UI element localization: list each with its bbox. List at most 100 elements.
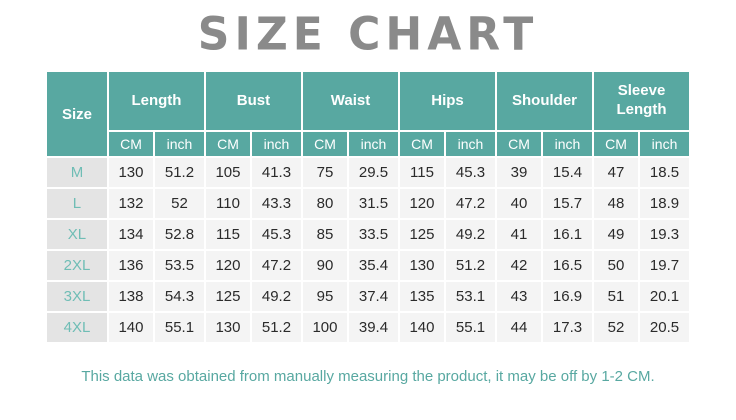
measurement-cell: 47.2 (249, 249, 303, 282)
measurement-cell: 52.8 (152, 218, 206, 251)
unit-header: CM (495, 130, 543, 158)
measurement-cell: 45.3 (443, 156, 498, 189)
measurement-cell: 120 (397, 187, 446, 220)
measurement-cell: 130 (203, 311, 252, 344)
measurement-cell: 18.9 (638, 187, 692, 220)
measurement-cell: 125 (203, 280, 252, 313)
group-header: Waist (300, 70, 400, 132)
measurement-cell: 132 (106, 187, 155, 220)
measurement-cell: 41.3 (249, 156, 303, 189)
measurement-cell: 120 (203, 249, 252, 282)
measurement-cell: 138 (106, 280, 155, 313)
table-row: XL 134 52.8 115 45.3 85 33.5 125 49.2 41 16.1 49 19.… (44, 218, 692, 251)
measurement-cell: 85 (300, 218, 349, 251)
measurement-cell: 44 (495, 311, 543, 344)
measurement-cell: 75 (300, 156, 349, 189)
measurement-cell: 49.2 (443, 218, 498, 251)
size-label: 4XL (44, 311, 109, 344)
page-title: SIZE CHART (197, 7, 539, 61)
group-header: Shoulder (494, 70, 595, 132)
table-row: M 130 51.2 105 41.3 75 29.5 115 45.3 39 15.4 47 18.5 (44, 156, 692, 189)
measurement-cell: 130 (106, 156, 155, 189)
measurement-cell: 15.4 (540, 156, 595, 189)
measurement-cell: 29.5 (346, 156, 400, 189)
measurement-cell: 20.5 (638, 311, 692, 344)
size-table-body: M 130 51.2 105 41.3 75 29.5 115 45.3 39 15.4 47 18.5… (44, 156, 692, 344)
size-column-header: Size (44, 70, 109, 158)
measurement-cell: 49.2 (249, 280, 303, 313)
measurement-disclaimer: This data was obtained from manually mea… (81, 368, 655, 385)
measurement-cell: 17.3 (540, 311, 595, 344)
measurement-cell: 52 (592, 311, 641, 344)
unit-header: inch (540, 130, 595, 158)
measurement-cell: 50 (592, 249, 641, 282)
measurement-cell: 140 (397, 311, 446, 344)
measurement-cell: 125 (397, 218, 446, 251)
measurement-cell: 16.9 (540, 280, 595, 313)
measurement-cell: 41 (495, 218, 543, 251)
size-label: XL (44, 218, 109, 251)
measurement-cell: 20.1 (638, 280, 692, 313)
measurement-cell: 55.1 (443, 311, 498, 344)
measurement-cell: 52 (152, 187, 206, 220)
measurement-cell: 45.3 (249, 218, 303, 251)
measurement-cell: 49 (592, 218, 641, 251)
size-label: M (44, 156, 109, 189)
measurement-cell: 100 (300, 311, 349, 344)
unit-header: CM (106, 130, 155, 158)
measurement-cell: 80 (300, 187, 349, 220)
measurement-cell: 140 (106, 311, 155, 344)
measurement-cell: 39.4 (346, 311, 400, 344)
measurement-cell: 16.5 (540, 249, 595, 282)
measurement-cell: 15.7 (540, 187, 595, 220)
size-chart-table: Size Length Bust Waist Hips Shoulder Sleeve L… (44, 70, 692, 344)
measurement-cell: 135 (397, 280, 446, 313)
measurement-cell: 54.3 (152, 280, 206, 313)
measurement-cell: 31.5 (346, 187, 400, 220)
table-row: 4XL 140 55.1 130 51.2 100 39.4 140 55.1 44 17.3 52 2… (44, 311, 692, 344)
group-header: Bust (203, 70, 303, 132)
measurement-cell: 42 (495, 249, 543, 282)
measurement-cell: 33.5 (346, 218, 400, 251)
measurement-cell: 53.1 (443, 280, 498, 313)
measurement-cell: 18.5 (638, 156, 692, 189)
measurement-cell: 37.4 (346, 280, 400, 313)
table-row: 2XL 136 53.5 120 47.2 90 35.4 130 51.2 42 16.5 50 19… (44, 249, 692, 282)
measurement-cell: 115 (397, 156, 446, 189)
measurement-cell: 39 (495, 156, 543, 189)
measurement-cell: 136 (106, 249, 155, 282)
group-header: Length (106, 70, 206, 132)
measurement-cell: 19.7 (638, 249, 692, 282)
measurement-cell: 53.5 (152, 249, 206, 282)
unit-header: CM (300, 130, 349, 158)
measurement-cell: 16.1 (540, 218, 595, 251)
table-row: 3XL 138 54.3 125 49.2 95 37.4 135 53.1 43 16.9 51 20… (44, 280, 692, 313)
unit-header: CM (397, 130, 446, 158)
group-header: Sleeve Length (592, 70, 692, 132)
measurement-cell: 43.3 (249, 187, 303, 220)
measurement-cell: 51 (592, 280, 641, 313)
measurement-cell: 19.3 (638, 218, 692, 251)
size-label: 2XL (44, 249, 109, 282)
unit-header: CM (203, 130, 252, 158)
measurement-cell: 51.2 (443, 249, 498, 282)
table-header: Size Length Bust Waist Hips Shoulder Sleeve L… (44, 70, 692, 158)
measurement-cell: 48 (592, 187, 641, 220)
unit-header: inch (152, 130, 206, 158)
measurement-cell: 47 (592, 156, 641, 189)
measurement-cell: 110 (203, 187, 252, 220)
measurement-cell: 47.2 (443, 187, 498, 220)
size-label: L (44, 187, 109, 220)
unit-header: inch (249, 130, 303, 158)
unit-header-row: CM inch CM inch CM inch CM inch CM inch CM inch (46, 130, 692, 158)
measurement-cell: 90 (300, 249, 349, 282)
unit-header: inch (443, 130, 498, 158)
measurement-cell: 43 (495, 280, 543, 313)
measurement-cell: 130 (397, 249, 446, 282)
measurement-cell: 95 (300, 280, 349, 313)
measurement-cell: 115 (203, 218, 252, 251)
measurement-cell: 35.4 (346, 249, 400, 282)
unit-header: inch (346, 130, 400, 158)
group-header-row: Size Length Bust Waist Hips Shoulder Sleeve L… (44, 70, 692, 158)
